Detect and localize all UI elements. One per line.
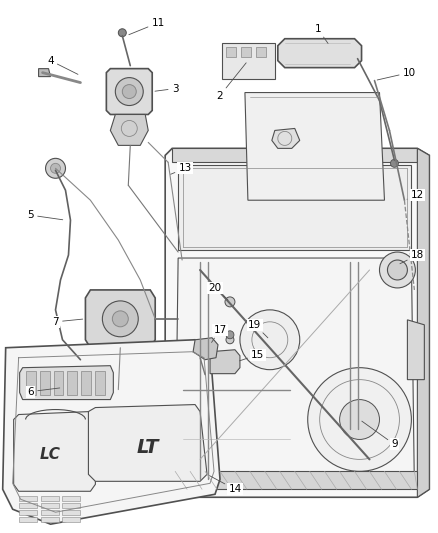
Circle shape bbox=[118, 29, 126, 37]
Text: 18: 18 bbox=[400, 250, 424, 264]
Text: 4: 4 bbox=[47, 55, 78, 75]
Circle shape bbox=[57, 383, 67, 393]
Polygon shape bbox=[222, 43, 275, 78]
Polygon shape bbox=[63, 517, 81, 522]
Text: 9: 9 bbox=[362, 421, 398, 449]
Polygon shape bbox=[19, 503, 37, 508]
Polygon shape bbox=[172, 148, 417, 163]
Circle shape bbox=[226, 336, 234, 344]
Polygon shape bbox=[39, 69, 50, 77]
Polygon shape bbox=[19, 496, 37, 501]
Text: LT: LT bbox=[137, 438, 159, 457]
Text: 17: 17 bbox=[212, 325, 226, 342]
Circle shape bbox=[50, 163, 60, 173]
Text: 20: 20 bbox=[208, 283, 228, 300]
Polygon shape bbox=[245, 93, 385, 200]
Polygon shape bbox=[63, 503, 81, 508]
Circle shape bbox=[339, 400, 379, 439]
Text: 15: 15 bbox=[240, 350, 265, 361]
Text: 11: 11 bbox=[129, 18, 165, 35]
Polygon shape bbox=[193, 338, 218, 360]
Polygon shape bbox=[41, 503, 59, 508]
Polygon shape bbox=[19, 517, 37, 522]
Circle shape bbox=[390, 159, 399, 167]
Circle shape bbox=[102, 301, 138, 337]
Polygon shape bbox=[407, 320, 424, 379]
Circle shape bbox=[225, 297, 235, 307]
Polygon shape bbox=[241, 47, 251, 56]
Text: 19: 19 bbox=[248, 320, 268, 338]
Text: 12: 12 bbox=[407, 190, 424, 200]
Polygon shape bbox=[88, 405, 207, 481]
Polygon shape bbox=[272, 128, 300, 148]
Polygon shape bbox=[417, 148, 429, 497]
Polygon shape bbox=[41, 496, 59, 501]
Polygon shape bbox=[278, 39, 361, 68]
Polygon shape bbox=[3, 340, 220, 524]
Polygon shape bbox=[175, 258, 414, 487]
Polygon shape bbox=[14, 411, 95, 491]
Polygon shape bbox=[106, 69, 152, 115]
Circle shape bbox=[78, 357, 88, 367]
Polygon shape bbox=[175, 471, 417, 489]
Polygon shape bbox=[210, 350, 240, 374]
Polygon shape bbox=[41, 517, 59, 522]
Text: 5: 5 bbox=[27, 210, 63, 220]
Text: 7: 7 bbox=[52, 317, 83, 327]
Polygon shape bbox=[178, 165, 411, 250]
Text: LC: LC bbox=[40, 447, 61, 462]
Polygon shape bbox=[53, 370, 64, 394]
Circle shape bbox=[112, 311, 128, 327]
Circle shape bbox=[226, 331, 234, 339]
Circle shape bbox=[46, 158, 66, 178]
Polygon shape bbox=[165, 148, 429, 497]
Polygon shape bbox=[41, 510, 59, 515]
Polygon shape bbox=[19, 510, 37, 515]
Circle shape bbox=[240, 310, 300, 370]
Polygon shape bbox=[20, 366, 113, 400]
Circle shape bbox=[72, 352, 92, 372]
Polygon shape bbox=[81, 370, 92, 394]
Polygon shape bbox=[95, 370, 106, 394]
Polygon shape bbox=[85, 290, 155, 348]
Polygon shape bbox=[39, 370, 49, 394]
Circle shape bbox=[379, 252, 415, 288]
Polygon shape bbox=[63, 510, 81, 515]
Polygon shape bbox=[110, 115, 148, 146]
Polygon shape bbox=[63, 496, 81, 501]
Text: 14: 14 bbox=[209, 475, 242, 494]
Text: 3: 3 bbox=[155, 84, 178, 94]
Circle shape bbox=[122, 85, 136, 99]
Circle shape bbox=[308, 368, 411, 471]
Polygon shape bbox=[226, 47, 236, 56]
Text: 13: 13 bbox=[171, 163, 192, 174]
Polygon shape bbox=[67, 370, 78, 394]
Text: 2: 2 bbox=[217, 63, 246, 101]
Circle shape bbox=[388, 260, 407, 280]
Polygon shape bbox=[25, 370, 35, 394]
Circle shape bbox=[115, 78, 143, 106]
Text: 6: 6 bbox=[27, 386, 60, 397]
Circle shape bbox=[60, 385, 64, 390]
Polygon shape bbox=[256, 47, 266, 56]
Text: 1: 1 bbox=[314, 24, 328, 43]
Text: 10: 10 bbox=[377, 68, 416, 80]
